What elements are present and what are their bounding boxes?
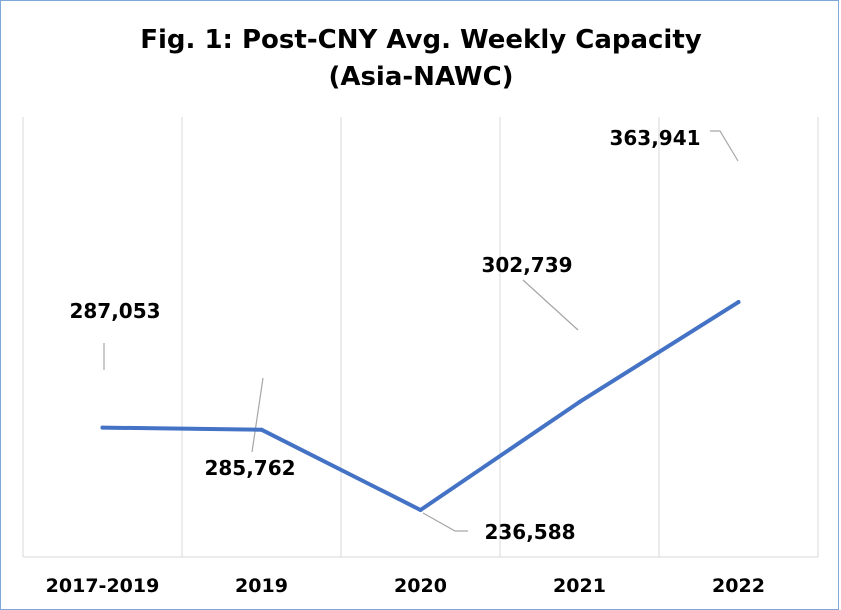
x-tick-label: 2017-2019 — [46, 575, 160, 597]
data-point — [100, 425, 105, 430]
x-tick-label: 2019 — [235, 575, 288, 597]
x-tick-label: 2021 — [553, 575, 606, 597]
x-tick-label: 2020 — [394, 575, 447, 597]
data-label: 236,588 — [484, 520, 575, 544]
chart-title: Fig. 1: Post-CNY Avg. Weekly Capacity — [140, 25, 702, 55]
data-label: 287,053 — [69, 299, 160, 323]
series-lines — [100, 300, 741, 512]
chart-subtitle: (Asia-NAWC) — [328, 62, 513, 92]
leader-line — [422, 512, 468, 532]
leader-line — [251, 377, 264, 453]
data-labels: 287,053 285,762 236,588 302,739 363,941 — [69, 126, 700, 544]
data-point — [418, 507, 423, 512]
series-line — [100, 300, 741, 512]
data-point — [577, 399, 582, 404]
leader-lines — [103, 130, 739, 532]
leader-line — [710, 130, 739, 162]
gridlines — [22, 117, 819, 558]
x-tick-labels: 2017-2019 2019 2020 2021 2022 — [46, 575, 765, 597]
leader-line — [522, 279, 579, 331]
data-label: 363,941 — [609, 126, 700, 150]
data-label: 285,762 — [204, 456, 295, 480]
data-point — [259, 427, 264, 432]
data-label: 302,739 — [481, 253, 572, 277]
data-point — [736, 300, 741, 305]
x-tick-label: 2022 — [712, 575, 765, 597]
